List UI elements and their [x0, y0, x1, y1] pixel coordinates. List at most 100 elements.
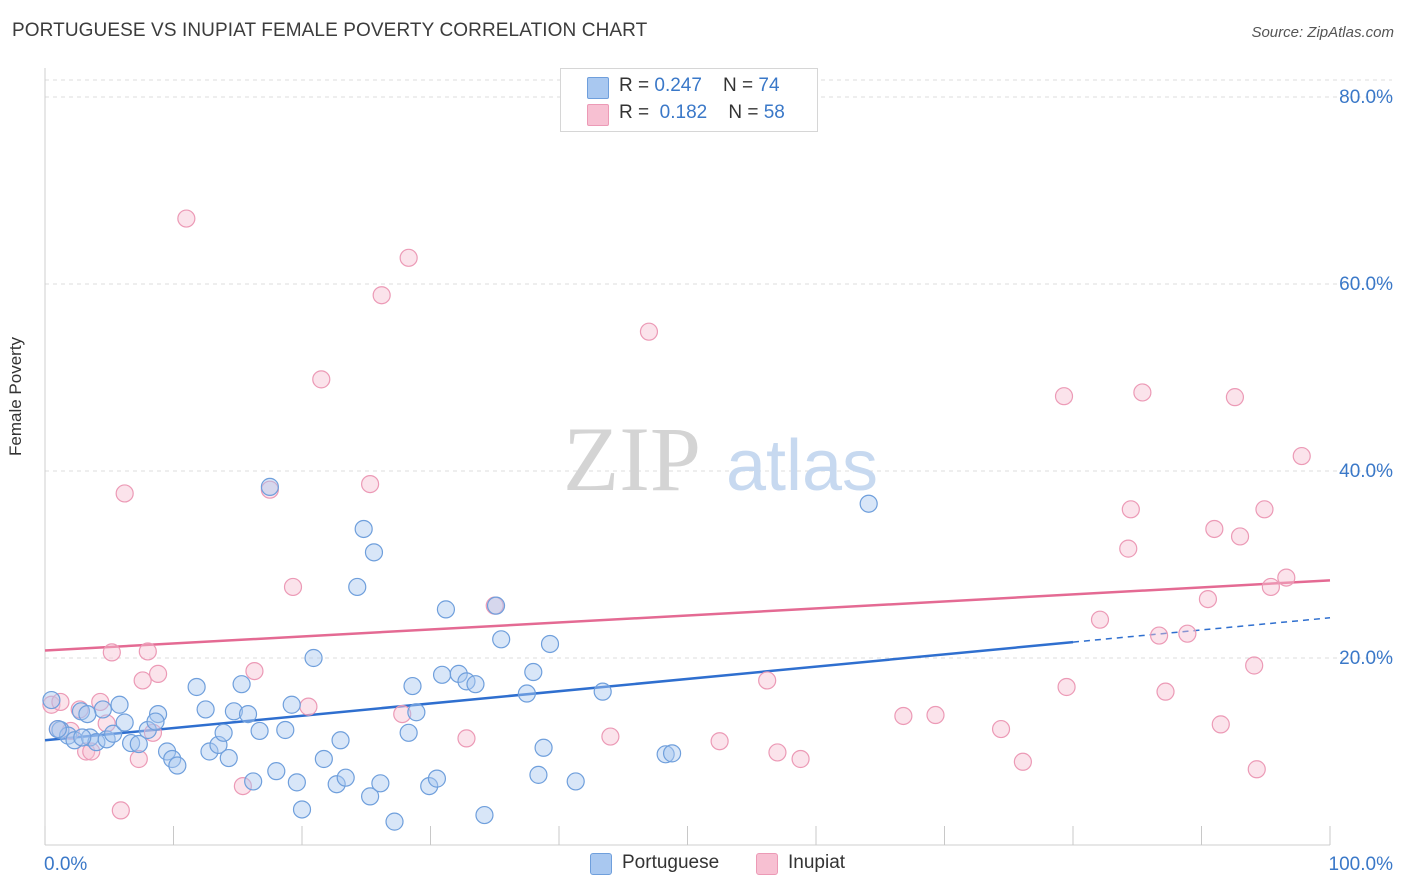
- portuguese-point: [224, 702, 243, 721]
- inupiat-point: [1057, 677, 1076, 697]
- portuguese-n-label: N =: [723, 75, 759, 96]
- inupiat-point: [1149, 626, 1169, 645]
- portuguese-point: [427, 769, 447, 788]
- portuguese-r-label: R =: [619, 75, 655, 96]
- portuguese-point: [662, 744, 682, 763]
- inupiat-point: [372, 286, 391, 305]
- portuguese-point: [524, 662, 543, 682]
- inupiat-legend-swatch: [756, 853, 778, 875]
- inupiat-point: [91, 692, 110, 712]
- inupiat-point: [1292, 446, 1311, 466]
- portuguese-point: [534, 738, 553, 757]
- inupiat-point: [245, 661, 264, 681]
- portuguese-point: [361, 787, 380, 806]
- portuguese-point: [93, 700, 112, 719]
- portuguese-swatch: [587, 77, 609, 99]
- inupiat-point: [1054, 387, 1074, 406]
- inupiat-points: [42, 209, 1311, 820]
- portuguese-point: [214, 723, 233, 742]
- portuguese-point: [276, 720, 295, 740]
- grid-lines: [45, 79, 1392, 659]
- portuguese-trend-extension: [1072, 617, 1331, 643]
- inupiat-point: [1090, 610, 1110, 629]
- portuguese-point: [260, 477, 279, 496]
- portuguese-point: [331, 731, 350, 750]
- axes: [44, 68, 1331, 846]
- inupiat-point: [148, 664, 168, 683]
- inupiat-point: [51, 692, 70, 712]
- inupiat-trend-line: [44, 579, 1331, 652]
- inupiat-point: [1211, 715, 1230, 734]
- inupiat-point: [177, 209, 196, 228]
- portuguese-point: [129, 734, 148, 754]
- portuguese-point: [287, 773, 306, 792]
- inupiat-point: [768, 743, 787, 762]
- inupiat-point: [143, 723, 163, 742]
- portuguese-point: [348, 577, 367, 597]
- inupiat-point: [133, 671, 152, 690]
- portuguese-r-value: 0.247: [654, 75, 702, 96]
- inupiat-r-value: 0.182: [659, 102, 708, 123]
- inupiat-point: [399, 248, 418, 267]
- y-tick-label: 40.0%: [1339, 461, 1393, 482]
- portuguese-trend-line: [44, 640, 1074, 742]
- inupiat-point: [1013, 752, 1032, 771]
- tick-labels: 20.0% 40.0% 60.0% 80.0% 0.0% 100.0%: [44, 87, 1393, 875]
- portuguese-point: [146, 712, 165, 731]
- portuguese-point: [244, 772, 263, 791]
- portuguese-point: [304, 648, 323, 668]
- inupiat-point: [991, 719, 1011, 739]
- portuguese-legend-label: Portuguese: [622, 852, 720, 873]
- inupiat-legend-label: Inupiat: [788, 852, 846, 873]
- portuguese-point: [148, 704, 168, 724]
- portuguese-point: [403, 676, 422, 696]
- portuguese-point: [593, 682, 612, 701]
- portuguese-point: [200, 742, 219, 761]
- inupiat-point: [926, 705, 945, 725]
- inupiat-point: [1255, 500, 1274, 519]
- portuguese-point: [475, 805, 494, 825]
- inupiat-point: [1277, 568, 1296, 587]
- inupiat-point: [1261, 577, 1280, 597]
- inupiat-r-label: R =: [619, 102, 655, 123]
- inupiat-point: [1178, 624, 1197, 643]
- chart-source: Source: ZipAtlas.com: [1251, 24, 1394, 41]
- portuguese-point: [540, 634, 560, 654]
- inupiat-point: [791, 749, 810, 769]
- inupiat-point: [115, 484, 134, 503]
- correlation-legend: R = 0.247 N = 74 R = 0.182 N = 58: [560, 68, 818, 132]
- portuguese-point: [110, 695, 129, 714]
- portuguese-legend-swatch: [590, 853, 612, 875]
- inupiat-n-label: N =: [728, 102, 764, 123]
- portuguese-point: [371, 774, 390, 793]
- inupiat-point: [82, 742, 101, 761]
- inupiat-point: [1156, 682, 1175, 701]
- portuguese-n-value: 74: [758, 75, 780, 96]
- portuguese-point: [436, 600, 456, 619]
- portuguese-point: [407, 703, 426, 722]
- portuguese-point: [336, 768, 355, 787]
- watermark-zip: ZIP: [563, 408, 701, 510]
- portuguese-point: [486, 596, 506, 615]
- inupiat-point: [1225, 388, 1245, 407]
- inupiat-point: [758, 671, 777, 690]
- portuguese-point: [449, 664, 468, 683]
- inupiat-point: [77, 742, 96, 761]
- portuguese-point: [399, 723, 418, 742]
- portuguese-point: [187, 677, 206, 697]
- inupiat-point: [894, 706, 913, 726]
- portuguese-point: [168, 756, 187, 775]
- portuguese-point: [104, 724, 123, 743]
- series-legend: Portuguese Inupiat: [0, 852, 1406, 878]
- inupiat-point: [138, 642, 157, 661]
- portuguese-point: [314, 749, 333, 769]
- inupiat-point: [129, 749, 148, 769]
- inupiat-point: [710, 732, 729, 751]
- portuguese-point: [87, 733, 106, 752]
- portuguese-point: [219, 748, 238, 768]
- portuguese-point: [354, 519, 373, 539]
- x-tick-label-min: 0.0%: [44, 854, 87, 875]
- inupiat-point: [1133, 383, 1152, 402]
- watermark-atlas: atlas: [726, 426, 878, 506]
